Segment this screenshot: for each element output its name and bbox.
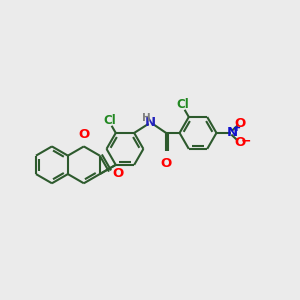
Text: N: N [145, 116, 156, 129]
Text: −: − [241, 135, 251, 148]
Text: H: H [142, 113, 151, 123]
Text: O: O [235, 136, 246, 149]
Text: N: N [226, 126, 238, 140]
Text: +: + [233, 123, 241, 133]
Text: O: O [79, 128, 90, 141]
Text: Cl: Cl [103, 114, 116, 127]
Text: O: O [160, 157, 172, 170]
Text: O: O [112, 167, 124, 180]
Text: O: O [235, 117, 246, 130]
Text: Cl: Cl [176, 98, 189, 111]
